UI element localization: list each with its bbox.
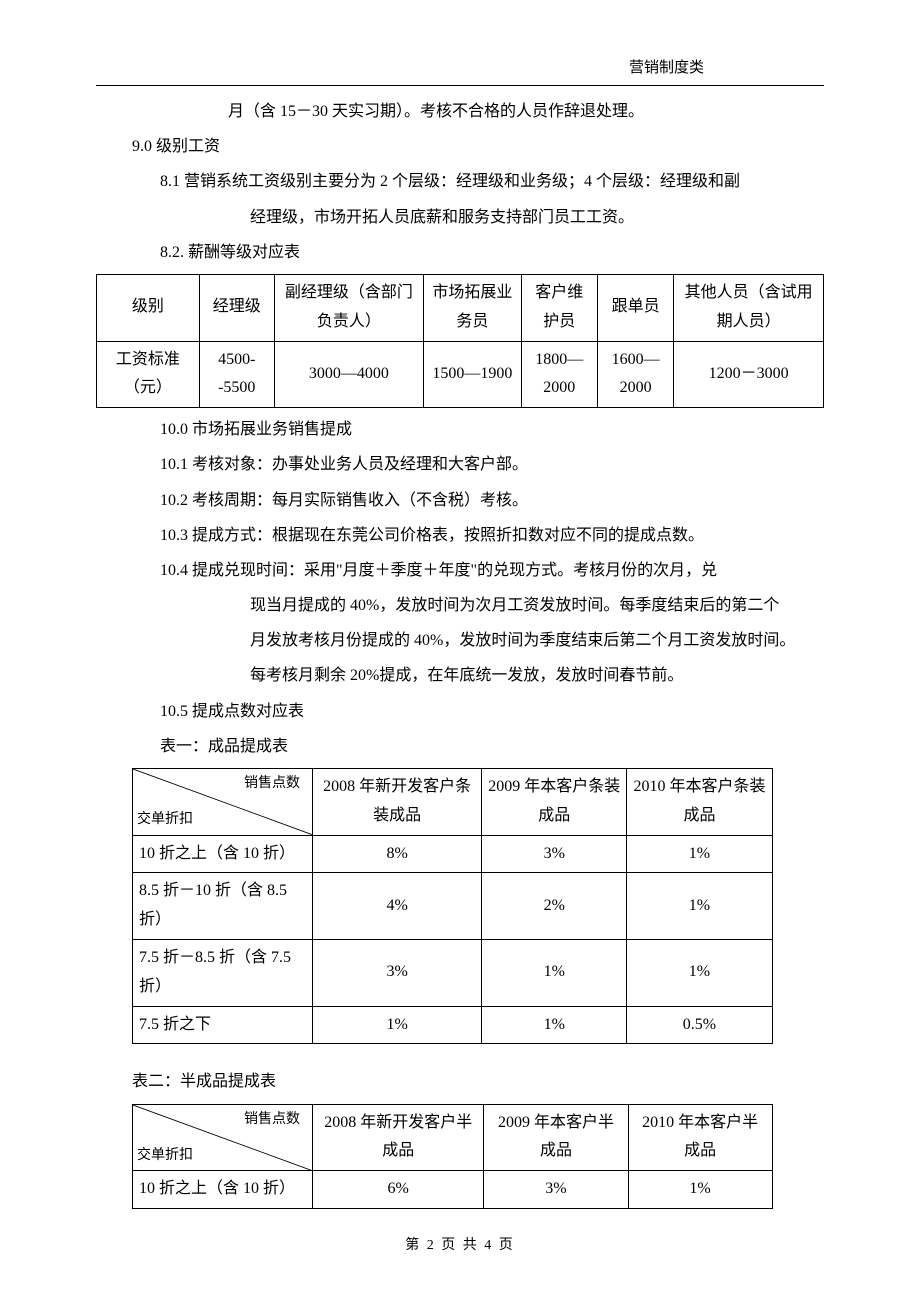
spacer	[96, 1048, 824, 1064]
diag-top-label: 销售点数	[244, 1107, 300, 1132]
table-cell: 1%	[482, 1006, 627, 1044]
section-10-1: 10.1 考核对象：办事处业务人员及经理和大客户部。	[96, 447, 824, 482]
table-cell: 1%	[482, 939, 627, 1006]
table-cell: 6%	[313, 1171, 484, 1209]
table-cell: 4500--5500	[199, 341, 274, 408]
table-cell: 市场拓展业务员	[424, 274, 521, 341]
table-cell: 1%	[628, 1171, 772, 1209]
table-cell: 4%	[313, 873, 482, 940]
table-cell: 1500—1900	[424, 341, 521, 408]
table2-title: 表一：成品提成表	[96, 729, 824, 764]
table-cell: 7.5 折－8.5 折（含 7.5 折）	[133, 939, 313, 1006]
table-cell: 8.5 折－10 折（含 8.5 折）	[133, 873, 313, 940]
table-cell: 级别	[97, 274, 200, 341]
salary-table: 级别 经理级 副经理级（含部门负责人） 市场拓展业务员 客户维护员 跟单员 其他…	[96, 274, 824, 408]
table-row: 10 折之上（含 10 折） 6% 3% 1%	[133, 1171, 773, 1209]
table-cell: 2008 年新开发客户半成品	[313, 1104, 484, 1171]
table-cell: 2009 年本客户半成品	[484, 1104, 628, 1171]
table-cell: 客户维护员	[521, 274, 597, 341]
section-10-2: 10.2 考核周期：每月实际销售收入（不含税）考核。	[96, 483, 824, 518]
table-cell: 3%	[482, 835, 627, 873]
table-cell: 10 折之上（含 10 折）	[133, 1171, 313, 1209]
table-cell: 1600—2000	[597, 341, 673, 408]
diag-bottom-label: 交单折扣	[137, 1143, 193, 1168]
table-row: 7.5 折－8.5 折（含 7.5 折） 3% 1% 1%	[133, 939, 773, 1006]
section-10-4-cont: 现当月提成的 40%，发放时间为次月工资发放时间。每季度结束后的第二个	[96, 588, 824, 623]
table3-title: 表二：半成品提成表	[96, 1064, 824, 1099]
table-cell: 7.5 折之下	[133, 1006, 313, 1044]
table-cell: 3000—4000	[274, 341, 424, 408]
table-row: 8.5 折－10 折（含 8.5 折） 4% 2% 1%	[133, 873, 773, 940]
table-cell: 1200－3000	[674, 341, 824, 408]
section-10-4-cont: 每考核月剩余 20%提成，在年底统一发放，发放时间春节前。	[96, 658, 824, 693]
section-9: 9.0 级别工资	[96, 129, 824, 164]
section-10-5: 10.5 提成点数对应表	[96, 694, 824, 729]
table-cell: 2009 年本客户条装成品	[482, 769, 627, 836]
table-cell: 2010 年本客户条装成品	[627, 769, 772, 836]
section-10-0: 10.0 市场拓展业务销售提成	[96, 412, 824, 447]
table-cell: 跟单员	[597, 274, 673, 341]
table-row: 7.5 折之下 1% 1% 0.5%	[133, 1006, 773, 1044]
table-cell: 副经理级（含部门负责人）	[274, 274, 424, 341]
commission-table-1: 销售点数 交单折扣 2008 年新开发客户条装成品 2009 年本客户条装成品 …	[132, 768, 773, 1044]
table-cell: 10 折之上（含 10 折）	[133, 835, 313, 873]
table-cell: 3%	[313, 939, 482, 1006]
table-cell: 1%	[627, 939, 772, 1006]
document-body: 月（含 15－30 天实习期）。考核不合格的人员作辞退处理。 9.0 级别工资 …	[96, 94, 824, 1209]
table-cell: 1%	[313, 1006, 482, 1044]
table-row: 工资标准（元） 4500--5500 3000—4000 1500—1900 1…	[97, 341, 824, 408]
diag-bottom-label: 交单折扣	[137, 807, 193, 832]
table-row: 销售点数 交单折扣 2008 年新开发客户条装成品 2009 年本客户条装成品 …	[133, 769, 773, 836]
table-row: 10 折之上（含 10 折） 8% 3% 1%	[133, 835, 773, 873]
table-cell: 1%	[627, 873, 772, 940]
table-row: 销售点数 交单折扣 2008 年新开发客户半成品 2009 年本客户半成品 20…	[133, 1104, 773, 1171]
commission-table-2: 销售点数 交单折扣 2008 年新开发客户半成品 2009 年本客户半成品 20…	[132, 1104, 773, 1209]
page-header: 营销制度类	[96, 56, 824, 86]
diagonal-header: 销售点数 交单折扣	[133, 769, 313, 836]
table-cell: 1800—2000	[521, 341, 597, 408]
table-cell: 8%	[313, 835, 482, 873]
page-footer: 第 2 页 共 4 页	[0, 1234, 920, 1254]
header-category: 营销制度类	[629, 56, 704, 77]
table-cell: 其他人员（含试用期人员）	[674, 274, 824, 341]
section-10-4: 10.4 提成兑现时间：采用"月度＋季度＋年度"的兑现方式。考核月份的次月，兑	[96, 553, 824, 588]
table-cell: 工资标准（元）	[97, 341, 200, 408]
table-cell: 2010 年本客户半成品	[628, 1104, 772, 1171]
table-cell: 3%	[484, 1171, 628, 1209]
header-rule	[96, 85, 824, 86]
section-8-1-cont: 经理级，市场开拓人员底薪和服务支持部门员工工资。	[96, 200, 824, 235]
table-cell: 1%	[627, 835, 772, 873]
section-10-4-cont: 月发放考核月份提成的 40%，发放时间为季度结束后第二个月工资发放时间。	[96, 623, 824, 658]
paragraph: 月（含 15－30 天实习期）。考核不合格的人员作辞退处理。	[96, 94, 824, 129]
table-row: 级别 经理级 副经理级（含部门负责人） 市场拓展业务员 客户维护员 跟单员 其他…	[97, 274, 824, 341]
section-10-3: 10.3 提成方式：根据现在东莞公司价格表，按照折扣数对应不同的提成点数。	[96, 518, 824, 553]
section-8-2: 8.2. 薪酬等级对应表	[96, 235, 824, 270]
table-cell: 0.5%	[627, 1006, 772, 1044]
diag-top-label: 销售点数	[244, 771, 300, 796]
table-cell: 2%	[482, 873, 627, 940]
section-8-1: 8.1 营销系统工资级别主要分为 2 个层级：经理级和业务级；4 个层级：经理级…	[96, 164, 824, 199]
table-cell: 2008 年新开发客户条装成品	[313, 769, 482, 836]
table-cell: 经理级	[199, 274, 274, 341]
diagonal-header: 销售点数 交单折扣	[133, 1104, 313, 1171]
